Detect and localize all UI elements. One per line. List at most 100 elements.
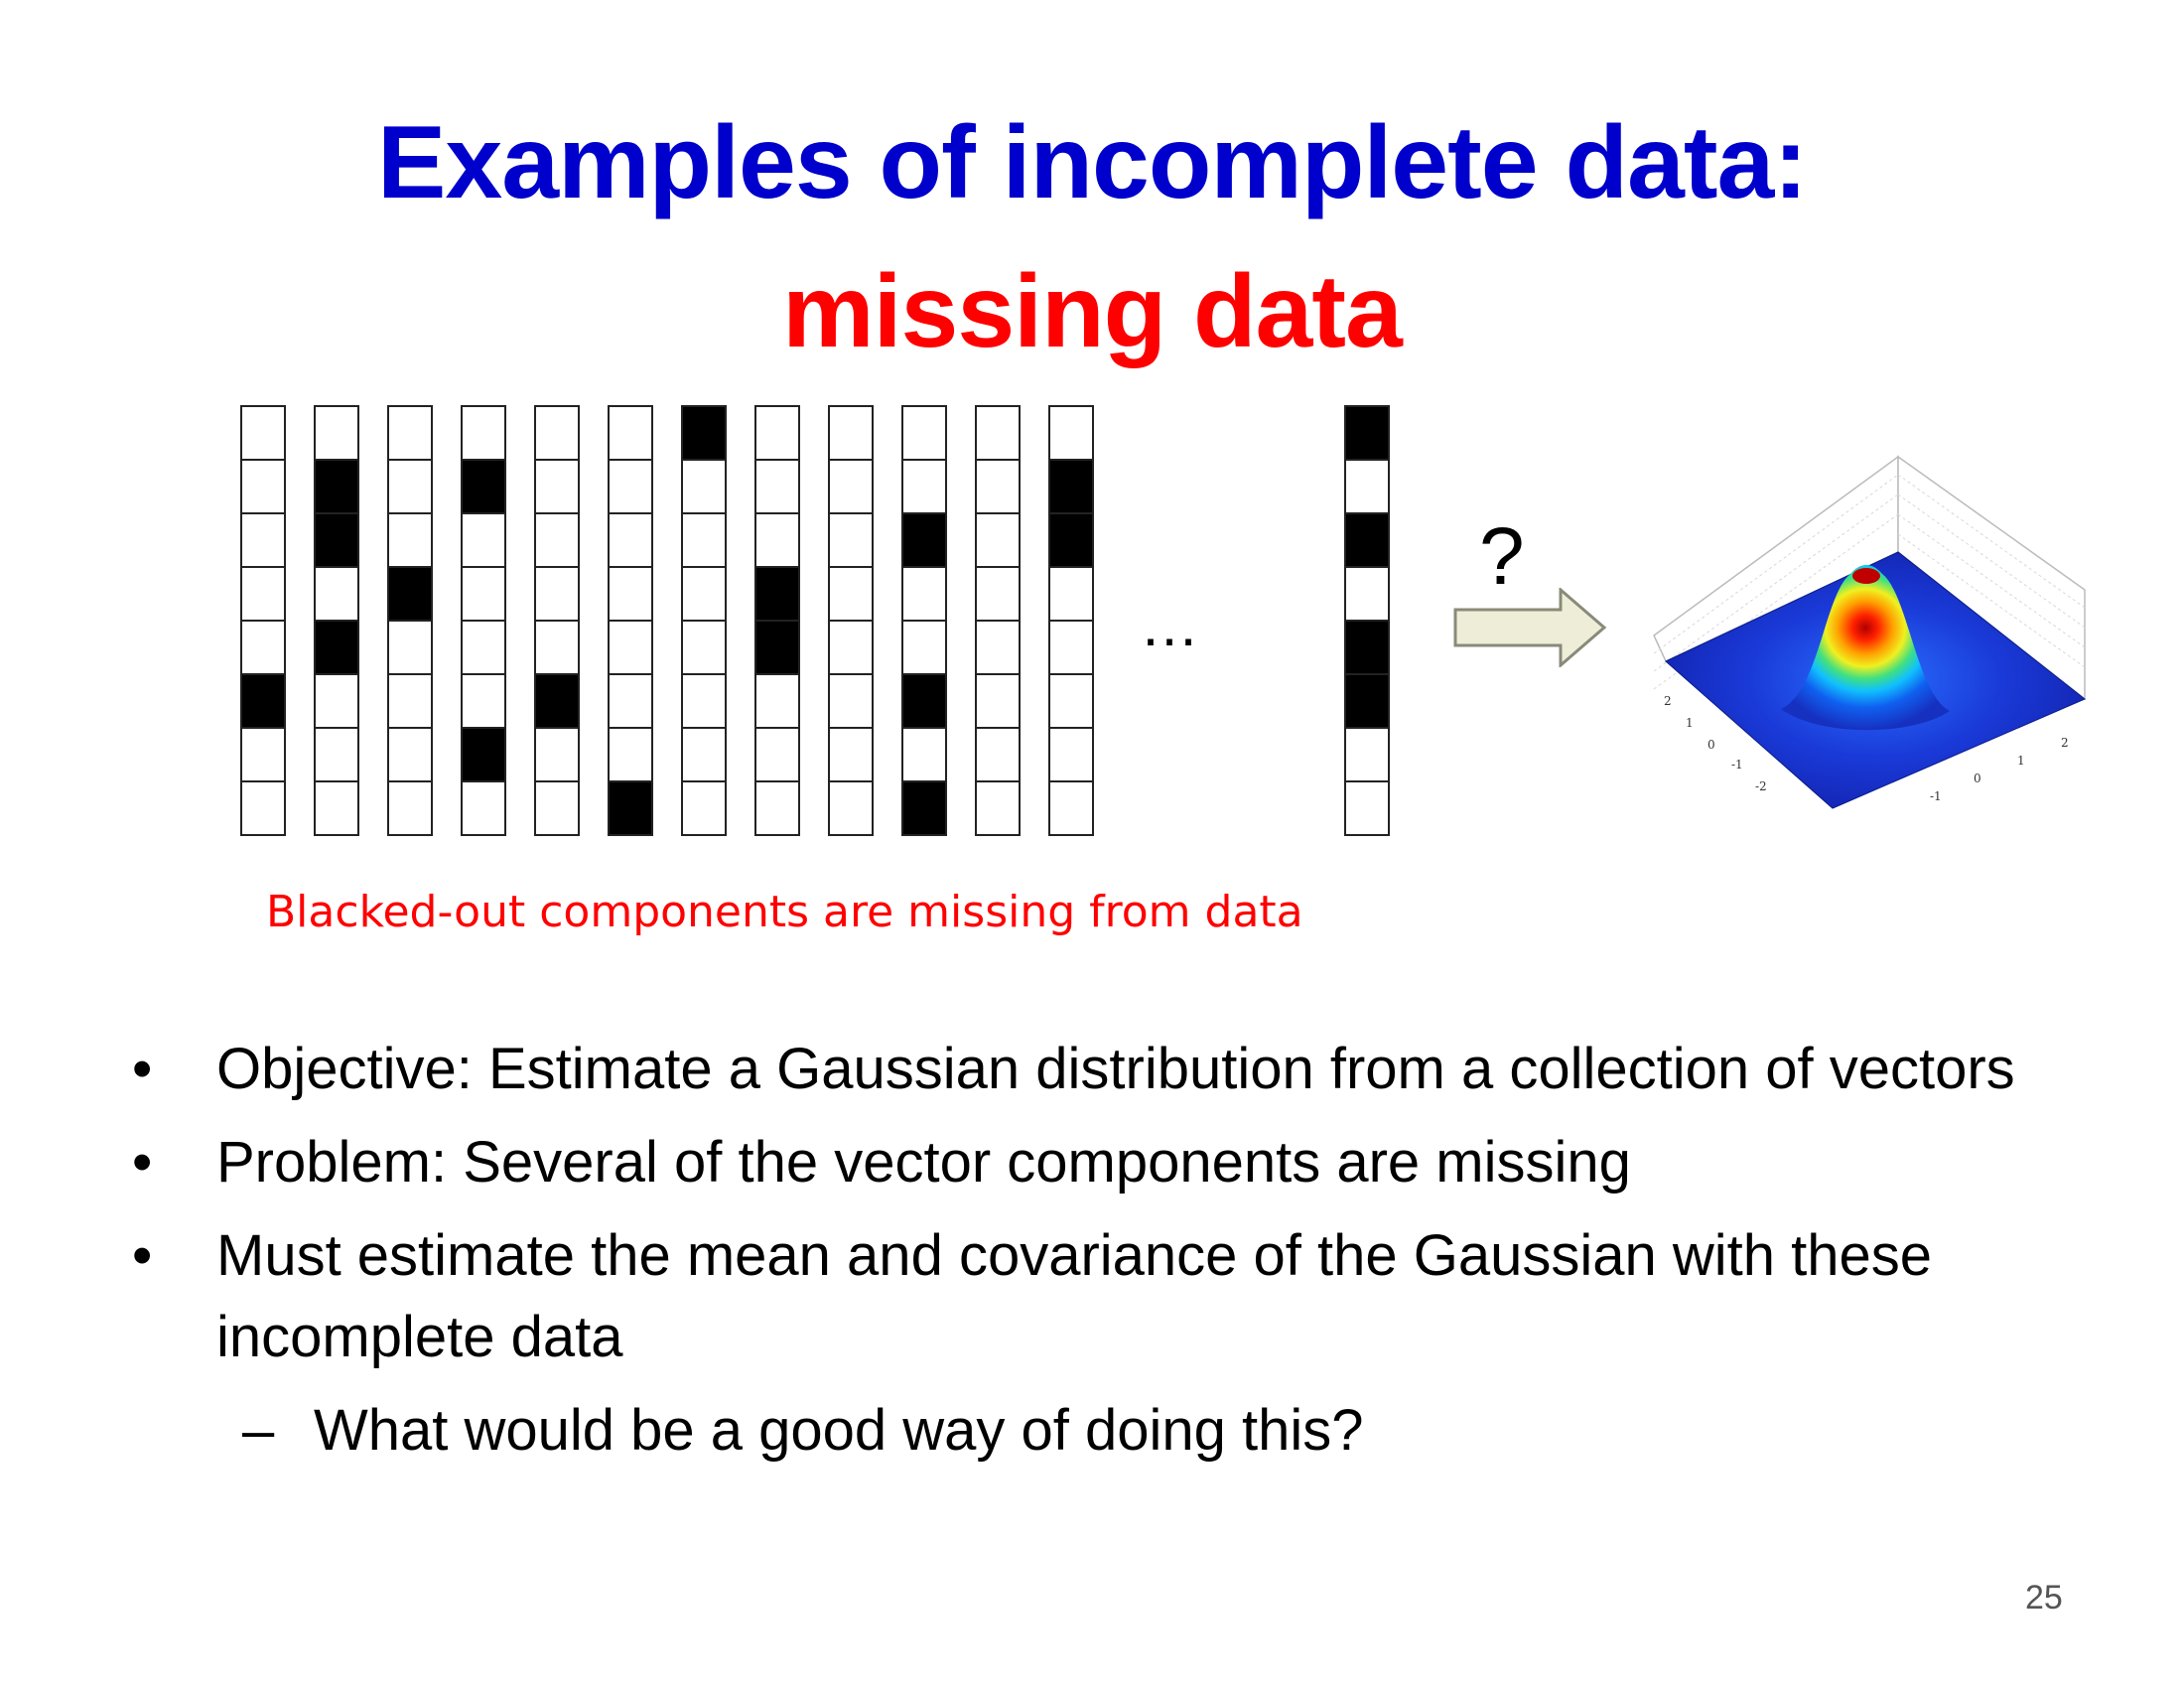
ellipsis: … (1140, 592, 1207, 658)
present-component (754, 673, 800, 729)
present-component (608, 673, 653, 729)
present-component (828, 780, 874, 836)
present-component (754, 727, 800, 782)
data-vector (240, 405, 286, 836)
present-component (240, 405, 286, 461)
present-component (681, 620, 727, 675)
present-component (681, 512, 727, 568)
present-component (387, 459, 433, 514)
present-component (681, 780, 727, 836)
present-component (461, 566, 506, 622)
missing-component (240, 673, 286, 729)
sub-bullet-item: – What would be a good way of doing this… (0, 1390, 2184, 1472)
present-component (534, 405, 580, 461)
missing-component (1048, 459, 1094, 514)
present-component (975, 780, 1021, 836)
present-component (901, 727, 947, 782)
present-component (314, 405, 359, 461)
present-component (901, 566, 947, 622)
bullet-marker: • (132, 1223, 153, 1288)
bullet-item: • Objective: Estimate a Gaussian distrib… (0, 1029, 2083, 1110)
present-component (681, 459, 727, 514)
present-component (240, 512, 286, 568)
bullet-text-objective: Objective: Estimate a Gaussian distribut… (216, 1037, 2015, 1101)
present-component (754, 780, 800, 836)
present-component (901, 459, 947, 514)
present-component (314, 727, 359, 782)
surface-tick-label: 2 (2061, 736, 2069, 750)
missing-component (901, 780, 947, 836)
present-component (975, 459, 1021, 514)
present-component (240, 727, 286, 782)
present-component (387, 620, 433, 675)
bullet-item: • Problem: Several of the vector compone… (0, 1122, 2083, 1203)
present-component (975, 727, 1021, 782)
surface-tick-label: 2 (1664, 694, 1672, 708)
present-component (754, 459, 800, 514)
present-component (1048, 566, 1094, 622)
present-component (387, 673, 433, 729)
present-component (387, 780, 433, 836)
present-component (828, 459, 874, 514)
present-component (1344, 727, 1390, 782)
present-component (681, 727, 727, 782)
missing-component (1344, 512, 1390, 568)
missing-component (314, 620, 359, 675)
present-component (828, 673, 874, 729)
present-component (314, 673, 359, 729)
present-component (1048, 727, 1094, 782)
present-component (240, 780, 286, 836)
present-component (534, 727, 580, 782)
figure-caption: Blacked-out components are missing from … (266, 887, 1303, 937)
bullet-marker: • (132, 1037, 153, 1101)
data-vector (1048, 405, 1094, 836)
present-component (461, 673, 506, 729)
present-component (828, 727, 874, 782)
present-component (314, 780, 359, 836)
present-component (534, 780, 580, 836)
surface-tick-label: 0 (1707, 738, 1715, 752)
present-component (534, 512, 580, 568)
data-vector (1344, 405, 1390, 836)
present-component (314, 566, 359, 622)
present-component (534, 459, 580, 514)
missing-component (314, 512, 359, 568)
present-component (828, 405, 874, 461)
present-component (681, 566, 727, 622)
surface-tick-label: 0 (1974, 772, 1981, 785)
data-vector (975, 405, 1021, 836)
bullet-item: • Must estimate the mean and covariance … (0, 1215, 2083, 1378)
right-arrow-icon (1453, 588, 1607, 667)
present-component (1048, 405, 1094, 461)
present-component (608, 459, 653, 514)
present-component (1048, 620, 1094, 675)
data-vector (314, 405, 359, 836)
present-component (1344, 780, 1390, 836)
bullet-list: • Objective: Estimate a Gaussian distrib… (0, 1029, 2184, 1472)
data-vector (387, 405, 433, 836)
present-component (1344, 459, 1390, 514)
missing-component (754, 566, 800, 622)
present-component (975, 512, 1021, 568)
present-component (828, 512, 874, 568)
surface-tick-label: -1 (1930, 789, 1942, 803)
present-component (461, 512, 506, 568)
missing-component (1344, 620, 1390, 675)
present-component (754, 405, 800, 461)
present-component (240, 620, 286, 675)
data-vector (608, 405, 653, 836)
present-component (240, 459, 286, 514)
present-component (754, 512, 800, 568)
present-component (901, 620, 947, 675)
data-vector (681, 405, 727, 836)
missing-component (314, 459, 359, 514)
present-component (828, 566, 874, 622)
present-component (240, 566, 286, 622)
present-component (461, 620, 506, 675)
slide-title-line2: missing data (782, 254, 1403, 369)
bullet-marker: • (132, 1130, 153, 1195)
bullet-text-must-estimate: Must estimate the mean and covariance of… (216, 1223, 1933, 1369)
missing-component (461, 727, 506, 782)
present-component (608, 512, 653, 568)
